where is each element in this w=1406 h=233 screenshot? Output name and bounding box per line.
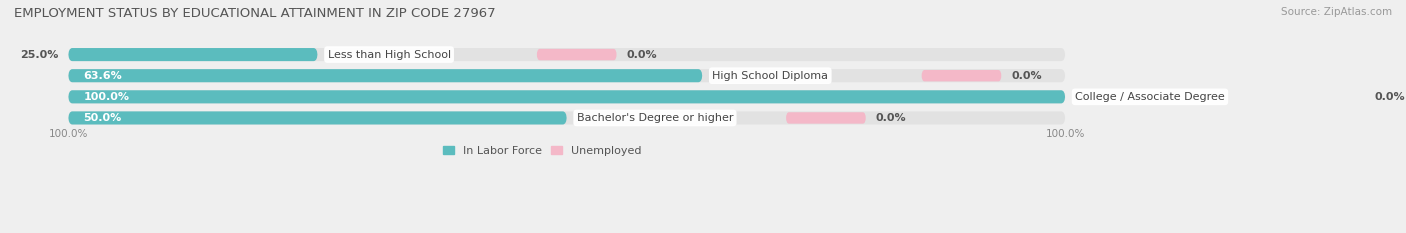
Text: EMPLOYMENT STATUS BY EDUCATIONAL ATTAINMENT IN ZIP CODE 27967: EMPLOYMENT STATUS BY EDUCATIONAL ATTAINM… bbox=[14, 7, 496, 20]
FancyBboxPatch shape bbox=[69, 69, 703, 82]
Text: Source: ZipAtlas.com: Source: ZipAtlas.com bbox=[1281, 7, 1392, 17]
FancyBboxPatch shape bbox=[921, 70, 1001, 81]
Text: 0.0%: 0.0% bbox=[876, 113, 907, 123]
Text: Less than High School: Less than High School bbox=[328, 50, 451, 60]
Text: 100.0%: 100.0% bbox=[83, 92, 129, 102]
Text: 100.0%: 100.0% bbox=[49, 129, 89, 139]
FancyBboxPatch shape bbox=[69, 69, 1066, 82]
Text: 0.0%: 0.0% bbox=[627, 50, 657, 60]
FancyBboxPatch shape bbox=[69, 48, 1066, 61]
FancyBboxPatch shape bbox=[69, 111, 1066, 124]
Text: 25.0%: 25.0% bbox=[20, 50, 59, 60]
FancyBboxPatch shape bbox=[69, 90, 1066, 103]
FancyBboxPatch shape bbox=[1285, 91, 1364, 103]
Text: 63.6%: 63.6% bbox=[83, 71, 122, 81]
Text: High School Diploma: High School Diploma bbox=[713, 71, 828, 81]
FancyBboxPatch shape bbox=[537, 49, 617, 60]
Text: Bachelor's Degree or higher: Bachelor's Degree or higher bbox=[576, 113, 733, 123]
Text: 0.0%: 0.0% bbox=[1011, 71, 1042, 81]
Text: 100.0%: 100.0% bbox=[1046, 129, 1085, 139]
FancyBboxPatch shape bbox=[69, 48, 318, 61]
FancyBboxPatch shape bbox=[786, 112, 866, 124]
Legend: In Labor Force, Unemployed: In Labor Force, Unemployed bbox=[439, 141, 645, 160]
FancyBboxPatch shape bbox=[69, 90, 1066, 103]
FancyBboxPatch shape bbox=[69, 111, 567, 124]
Text: College / Associate Degree: College / Associate Degree bbox=[1076, 92, 1225, 102]
Text: 50.0%: 50.0% bbox=[83, 113, 121, 123]
Text: 0.0%: 0.0% bbox=[1374, 92, 1405, 102]
